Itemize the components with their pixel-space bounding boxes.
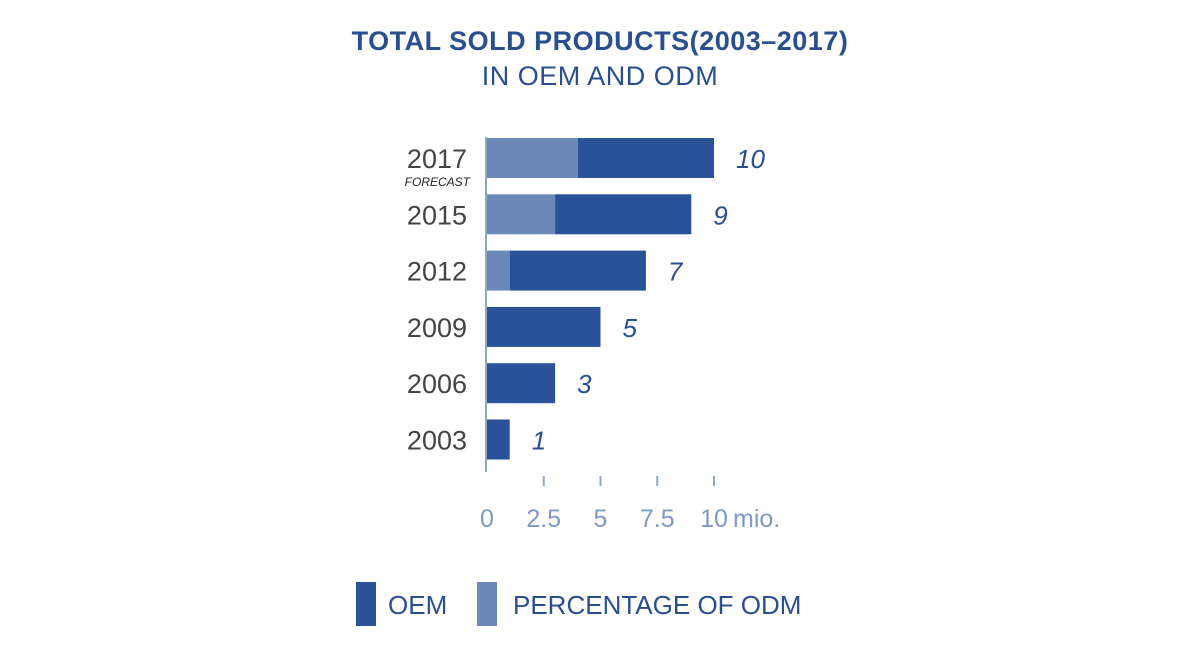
category-label-2009: 2009 (407, 313, 467, 343)
chart-title: TOTAL SOLD PRODUCTS(2003–2017) (351, 26, 849, 56)
x-tick-label-5: 5 (594, 505, 608, 533)
bar-odm-2017 (487, 138, 578, 178)
chart-subtitle: IN OEM AND ODM (481, 61, 719, 91)
x-tick-label-10: 10 (700, 505, 728, 533)
category-label-2006: 2006 (407, 369, 467, 399)
category-label-2012: 2012 (407, 257, 467, 287)
bar-oem-2012 (509, 250, 646, 291)
bar-odm-2012 (487, 250, 510, 291)
bar-odm-2015 (487, 194, 556, 235)
value-label-2015: 9 (713, 200, 727, 230)
category-label-2003: 2003 (407, 426, 467, 456)
x-tick-label-0: 0 (480, 505, 494, 533)
legend-swatch-oem (356, 582, 376, 626)
legend-label-odm: PERCENTAGE OF ODM (513, 590, 802, 620)
value-label-2003: 1 (532, 426, 546, 456)
value-label-2009: 5 (623, 313, 638, 343)
value-label-2006: 3 (577, 369, 592, 399)
value-label-2012: 7 (668, 257, 684, 287)
bar-oem-2017 (577, 138, 714, 178)
category-label-2017: 2017 (407, 144, 467, 174)
bar-oem-2006 (487, 363, 556, 404)
x-tick-label-7.5: 7.5 (640, 505, 675, 533)
x-unit-label: mio. (733, 505, 780, 533)
category-note-2017: FORECAST (405, 175, 472, 189)
bar-oem-2003 (487, 419, 510, 460)
x-tick-label-2.5: 2.5 (526, 505, 561, 533)
category-label-2015: 2015 (407, 200, 467, 230)
legend-swatch-odm (477, 582, 497, 626)
legend: OEM PERCENTAGE OF ODM (356, 582, 856, 626)
bar-oem-2015 (555, 194, 692, 235)
legend-label-oem: OEM (388, 590, 448, 620)
value-label-2017: 10 (736, 144, 765, 174)
bar-oem-2009 (487, 306, 601, 347)
